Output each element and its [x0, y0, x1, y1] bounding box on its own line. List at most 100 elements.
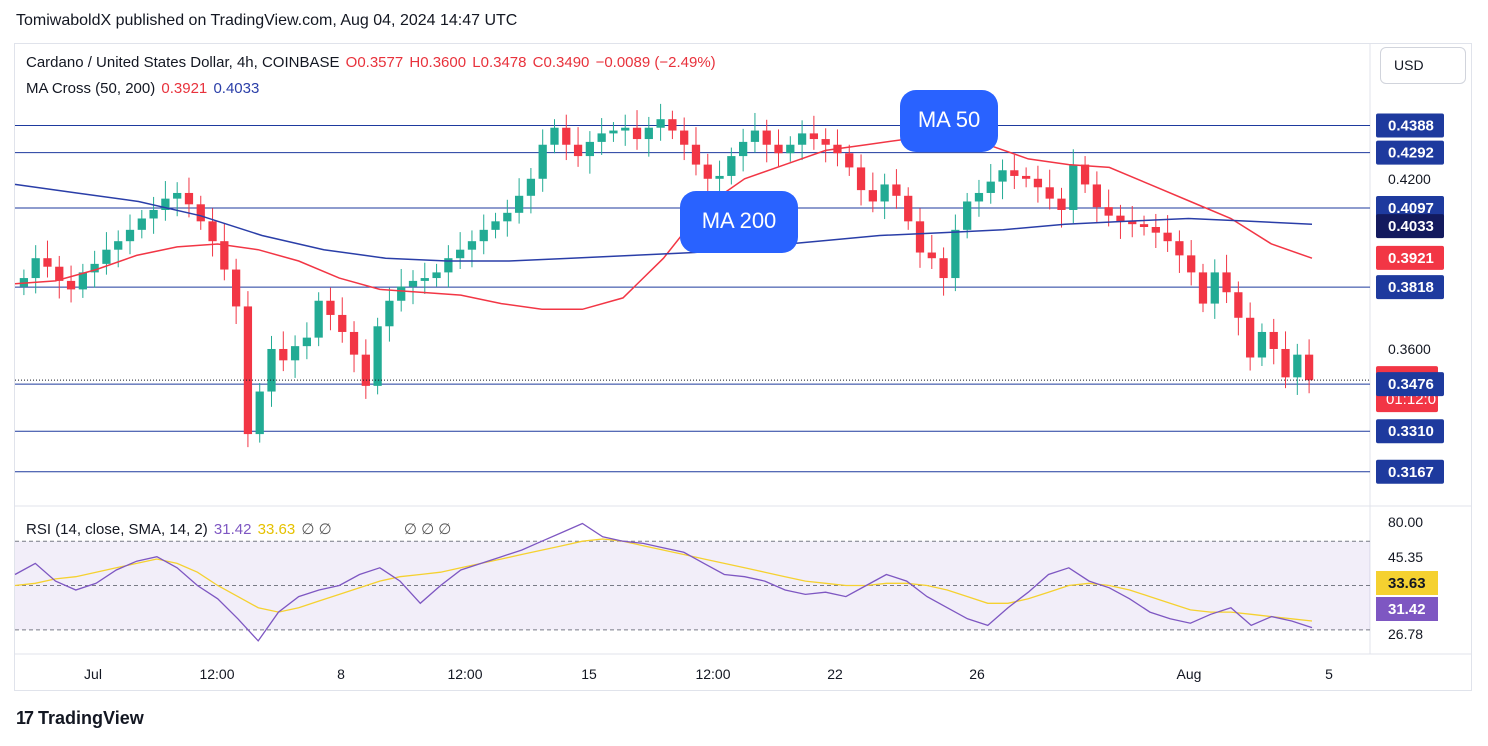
candle-body: [137, 218, 146, 230]
candle-body: [267, 348, 276, 392]
tradingview-brand[interactable]: 17 TradingView: [16, 708, 144, 729]
candle-body: [385, 300, 394, 327]
candle-body: [161, 198, 170, 210]
rsi-label: RSI (14, close, SMA, 14, 2): [26, 521, 208, 538]
candle-body: [243, 306, 253, 435]
candle-body: [444, 258, 453, 273]
candle-body: [1104, 207, 1113, 216]
price-tag-3818: 0.3818: [1388, 279, 1434, 296]
candle-body: [1175, 241, 1184, 256]
candle-body: [632, 127, 642, 140]
candle-body: [1304, 354, 1314, 381]
rsi-axis-label: 26.78: [1388, 626, 1423, 642]
price-tag-4388-bg: [1376, 113, 1444, 138]
candle-body: [220, 241, 229, 270]
candle-body: [856, 167, 866, 191]
candle-body: [173, 192, 182, 199]
candle-body: [1281, 348, 1290, 378]
candle-body: [1163, 232, 1172, 242]
price-tag-3310: 0.3310: [1388, 423, 1434, 440]
rsi-empty-marks: ∅ ∅: [301, 521, 332, 538]
candle-body: [1257, 331, 1267, 358]
candle-body: [727, 156, 736, 176]
symbol-title: Cardano / United States Dollar, 4h, COIN…: [26, 54, 340, 71]
price-tag-3476: 0.3476: [1388, 376, 1434, 393]
candle-body: [1057, 198, 1066, 210]
candle-body: [1222, 272, 1231, 293]
rsi-legend[interactable]: RSI (14, close, SMA, 14, 2) 31.42 33.63 …: [26, 520, 453, 538]
candle-body: [550, 127, 559, 145]
candle-body: [279, 348, 288, 361]
candle-body: [432, 272, 441, 279]
candle-body: [1128, 221, 1137, 225]
price-tag-3476-bg: [1376, 372, 1444, 397]
candle-body: [1198, 272, 1208, 304]
candle-body: [1010, 170, 1019, 176]
symbol-legend: Cardano / United States Dollar, 4h, COIN…: [26, 54, 718, 71]
currency-button[interactable]: USD: [1380, 47, 1466, 84]
candle-body: [349, 331, 359, 355]
candle-body: [196, 204, 205, 222]
candle-body: [562, 127, 571, 145]
rsi-ma-line: [14, 538, 1313, 622]
candle-body: [1269, 331, 1278, 349]
candle-body: [1045, 187, 1054, 199]
candle-body: [208, 221, 217, 242]
price-tick-label: 0.4200: [1388, 171, 1431, 187]
candle-body: [821, 139, 830, 145]
candle-body: [880, 184, 889, 202]
candle-body: [680, 130, 689, 145]
price-tag-3167: 0.3167: [1388, 464, 1434, 481]
time-tick-label: 12:00: [447, 666, 482, 682]
chart-frame: [14, 43, 1472, 691]
candle-body: [1021, 175, 1031, 179]
candle-body: [302, 337, 312, 347]
rsi-ma-tag: 33.63: [1388, 575, 1426, 592]
candle-body: [927, 252, 936, 259]
candle-body: [538, 144, 547, 179]
candle-body: [361, 354, 370, 386]
candle-body: [809, 133, 819, 140]
price-tag-ma50: 0.3921: [1388, 250, 1434, 267]
candle-body: [467, 241, 477, 250]
candle-body: [1234, 292, 1243, 318]
candle-body: [963, 201, 972, 230]
price-tick-label: 0.3600: [1388, 341, 1431, 357]
ma-cross-legend[interactable]: MA Cross (50, 200) 0.3921 0.4033: [26, 80, 261, 97]
rsi-axis-label: 45.35: [1388, 549, 1423, 565]
published-caption: TomiwaboldX published on TradingView.com…: [16, 12, 518, 29]
candle-body: [408, 280, 418, 287]
candle-body: [232, 269, 241, 307]
candle-body: [1187, 255, 1196, 273]
ma200-line: [14, 183, 1313, 262]
candle-body: [1116, 215, 1125, 222]
candle-body: [998, 170, 1007, 182]
candle-body: [597, 133, 606, 142]
rsi-legend-value: 31.42: [213, 521, 252, 538]
price-tag-3818-bg: [1376, 275, 1444, 300]
candle-body: [797, 133, 807, 145]
time-tick-label: 12:00: [695, 666, 730, 682]
candle-body: [1293, 354, 1302, 378]
candle-body: [184, 192, 194, 205]
time-tick-label: 5: [1325, 666, 1333, 682]
tradingview-logo-icon: 17: [16, 708, 34, 728]
ohlc-low: L0.3478: [472, 54, 527, 71]
brand-name: TradingView: [38, 708, 144, 728]
time-tick-label: 22: [827, 666, 843, 682]
candle-body: [491, 221, 500, 230]
candle-body: [974, 192, 984, 202]
candle-body: [420, 278, 429, 281]
candle-body: [939, 258, 948, 279]
ma50-line: [14, 138, 1313, 311]
candle-body: [290, 346, 300, 361]
candle-body: [102, 249, 111, 264]
candle-body: [609, 130, 618, 134]
candle-body: [397, 286, 406, 301]
candle-body: [255, 391, 264, 435]
candle-body: [739, 141, 748, 157]
rsi-ma-tag-bg: [1376, 571, 1438, 595]
candle-body: [915, 221, 925, 253]
candle-body: [868, 190, 877, 202]
